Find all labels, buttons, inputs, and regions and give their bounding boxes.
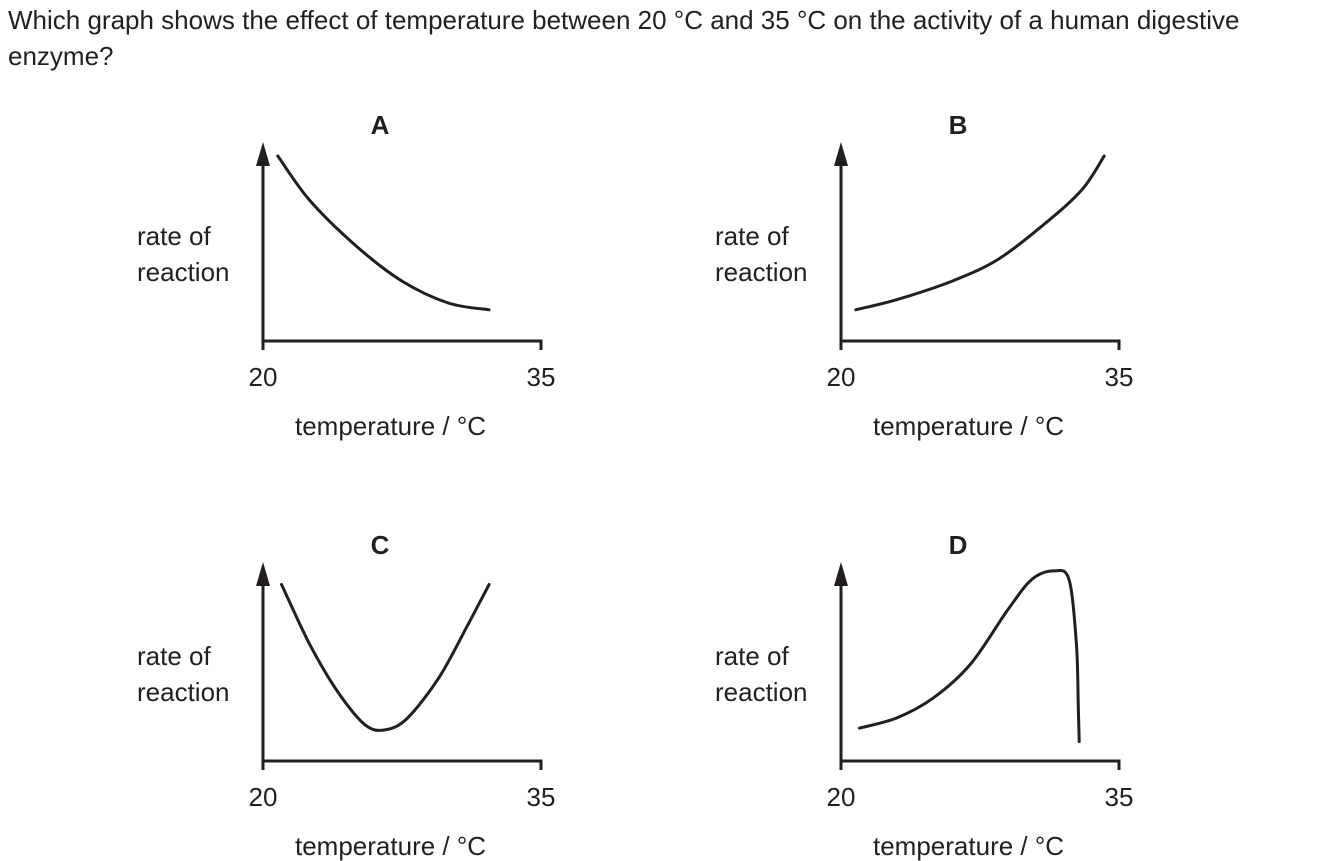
x-tick-label: 35 — [526, 782, 556, 812]
x-tick-label: 20 — [248, 362, 278, 392]
x-tick-label: 20 — [826, 782, 856, 812]
y-axis-label: rate of reaction — [715, 221, 808, 287]
y-axis-arrowhead — [834, 562, 848, 586]
series-line — [276, 154, 491, 312]
x-tick-label: 35 — [1104, 782, 1134, 812]
panel-letter: D — [948, 530, 968, 560]
y-axis-arrowhead — [834, 142, 848, 166]
y-axis-label: rate of reaction — [137, 641, 230, 707]
x-tick-label: 35 — [526, 362, 556, 392]
y-axis-arrowhead — [256, 142, 270, 166]
series-line — [280, 583, 491, 732]
chart-svg — [834, 562, 1121, 770]
y-axis-label: rate of reaction — [137, 221, 230, 287]
series-line — [858, 568, 1081, 744]
panel-letter: B — [948, 110, 968, 140]
chart-svg — [256, 562, 543, 770]
question-text: Which graph shows the effect of temperat… — [8, 5, 1240, 71]
chart-svg — [256, 142, 543, 350]
x-tick-label: 20 — [826, 362, 856, 392]
y-axis-arrowhead — [256, 562, 270, 586]
x-axis-label: temperature / °C — [295, 411, 487, 441]
x-axis-label: temperature / °C — [295, 831, 487, 861]
x-tick-label: 20 — [248, 782, 278, 812]
x-axis-label: temperature / °C — [873, 831, 1065, 861]
x-tick-label: 35 — [1104, 362, 1134, 392]
chart-svg — [834, 142, 1121, 350]
x-axis-label: temperature / °C — [873, 411, 1065, 441]
y-axis-label: rate of reaction — [715, 641, 808, 707]
series-line — [854, 154, 1106, 312]
panel-letter: A — [370, 110, 390, 140]
panel-letter: C — [370, 530, 390, 560]
